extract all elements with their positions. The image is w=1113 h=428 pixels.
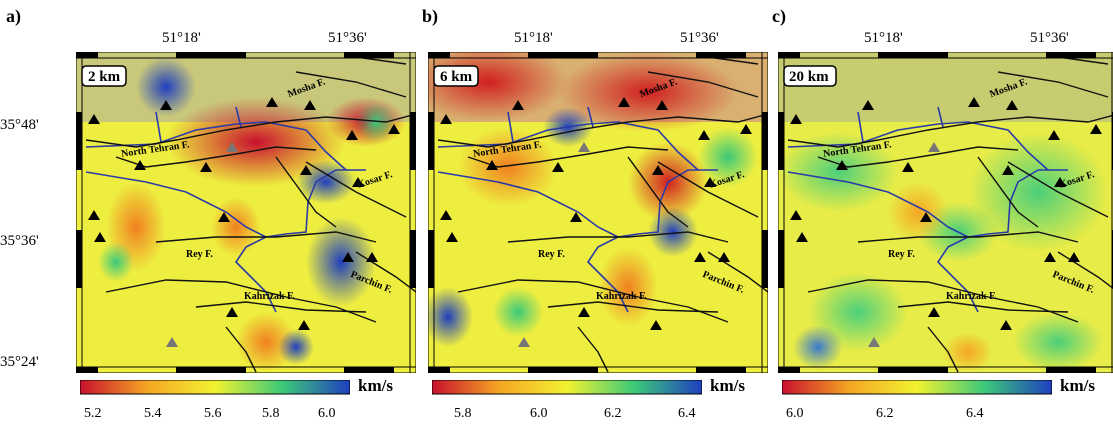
panel-c: c) 51°18' 51°36' xyxy=(772,0,1113,428)
colorbar xyxy=(782,380,1052,395)
tick-label: 6.0 xyxy=(318,406,336,421)
lat-label-1: 35°48' xyxy=(0,117,39,133)
depth-label: 6 km xyxy=(440,69,473,85)
map-border xyxy=(76,52,416,373)
depth-badge: 6 km xyxy=(433,65,479,87)
velocity-map: Mosha F. North Tehran F. Kosar F. Rey F.… xyxy=(76,52,416,373)
lon-label-2: 51°36' xyxy=(1030,30,1069,46)
lon-label-1: 51°18' xyxy=(514,30,553,46)
panel-b: b) 51°18' 51°36' xyxy=(422,0,783,428)
fault-label: Kahrizak F. xyxy=(946,291,997,302)
lat-label-2: 35°36' xyxy=(0,233,39,249)
lat-label-3: 35°24' xyxy=(0,354,39,370)
lon-label-1: 51°18' xyxy=(162,30,201,46)
depth-label: 2 km xyxy=(88,69,121,85)
panel-a: a) 51°18' 51°36' 35°48' 35°36' 35°24' xyxy=(0,0,431,428)
colorbar xyxy=(80,380,350,395)
panel-label: c) xyxy=(772,6,786,26)
units-label: km/s xyxy=(358,376,393,395)
depth-badge: 2 km xyxy=(81,65,127,87)
fault-label: Kahrizak F. xyxy=(596,291,647,302)
tick-label: 5.4 xyxy=(144,406,162,421)
fault-label: Rey F. xyxy=(888,249,915,260)
fault-label: Rey F. xyxy=(186,249,213,260)
lon-label-2: 51°36' xyxy=(328,30,367,46)
fault-label: Kahrizak F. xyxy=(244,291,295,302)
depth-label: 20 km xyxy=(789,69,829,85)
fault-label: Rey F. xyxy=(538,249,565,260)
panel-label: b) xyxy=(422,6,439,26)
units-label: km/s xyxy=(710,376,745,395)
tick-label: 5.6 xyxy=(204,406,222,421)
velocity-map: Mosha F. North Tehran F. Kosar F. Rey F.… xyxy=(428,52,768,373)
tick-label: 5.8 xyxy=(454,406,472,421)
units-label: km/s xyxy=(1060,376,1095,395)
stations xyxy=(88,97,400,330)
lon-label-1: 51°18' xyxy=(864,30,903,46)
tick-label: 5.2 xyxy=(84,406,102,421)
lon-label-2: 51°36' xyxy=(680,30,719,46)
velocity-map: Mosha F. North Tehran F. Kosar F. Rey F.… xyxy=(778,52,1113,373)
tick-label: 6.2 xyxy=(876,406,894,421)
colorbar xyxy=(432,380,702,395)
depth-badge: 20 km xyxy=(783,65,837,87)
tick-label: 6.0 xyxy=(530,406,548,421)
tick-label: 5.8 xyxy=(262,406,280,421)
tick-label: 6.2 xyxy=(604,406,622,421)
panel-label: a) xyxy=(6,6,21,26)
tick-label: 6.4 xyxy=(966,406,984,421)
tick-label: 6.0 xyxy=(786,406,804,421)
tick-label: 6.4 xyxy=(678,406,696,421)
